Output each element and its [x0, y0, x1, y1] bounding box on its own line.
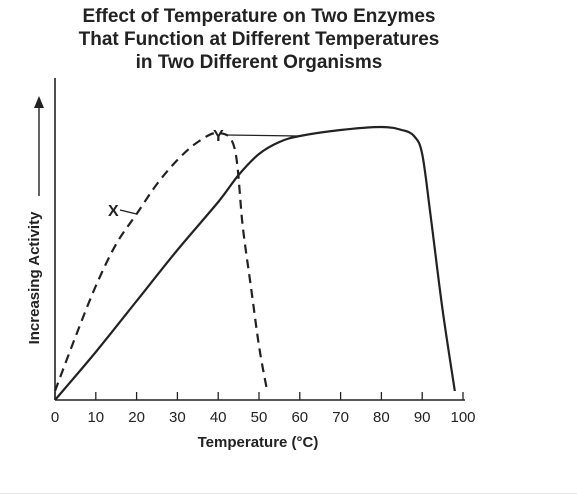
chart-title-line-1: Effect of Temperature on Two Enzymes [83, 6, 436, 27]
annotation-label-x: X [108, 203, 119, 220]
x-tick-label: 90 [414, 409, 431, 426]
annotation-leader-y [224, 134, 300, 137]
curve-annotations: XY [108, 128, 300, 220]
x-tick-label: 10 [87, 409, 104, 426]
curves [53, 125, 456, 401]
x-tick-label: 100 [450, 409, 475, 426]
x-tick-label: 80 [373, 409, 390, 426]
x-tick-label: 20 [128, 409, 145, 426]
y-axis-label: Increasing Activity [26, 211, 43, 344]
x-tick-label: 0 [51, 409, 59, 426]
annotation-leader-x [119, 209, 137, 215]
chart-title-line-3: in Two Different Organisms [136, 52, 383, 73]
axes [34, 78, 465, 401]
bottom-divider [0, 493, 577, 494]
chart-title-line-2: That Function at Different Temperatures [79, 29, 440, 50]
y-label-arrow-head [34, 96, 44, 108]
x-tick-label: 30 [169, 409, 186, 426]
x-tick-label: 60 [291, 409, 308, 426]
x-tick-label: 70 [332, 409, 349, 426]
x-tick-label: 50 [251, 409, 268, 426]
x-tick-label: 40 [210, 409, 227, 426]
series-y-line [54, 125, 456, 401]
x-axis-label: Temperature (°C) [198, 434, 319, 451]
annotation-label-y: Y [213, 128, 224, 145]
chart-title: Effect of Temperature on Two Enzymes Tha… [79, 6, 440, 73]
x-ticks: 0 10 20 30 40 50 60 70 80 90 100 [51, 392, 476, 426]
series-x-line [53, 131, 269, 392]
